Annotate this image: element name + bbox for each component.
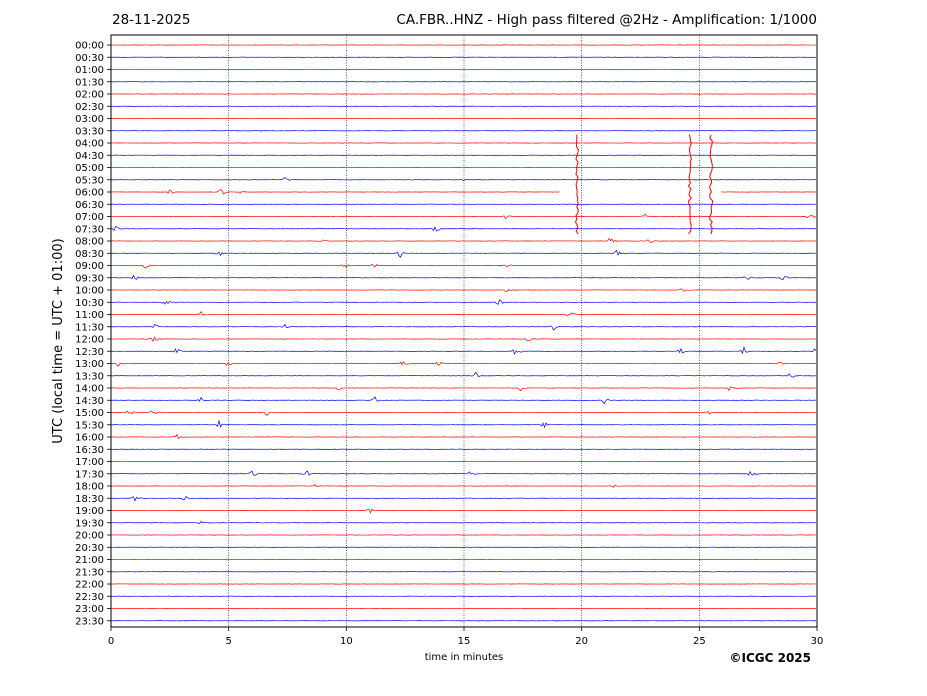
y-tick-label: 19:00 xyxy=(75,506,104,517)
y-tick-label: 04:00 xyxy=(75,139,104,150)
y-tick-label: 09:00 xyxy=(75,261,104,272)
trace-1730 xyxy=(110,470,817,476)
y-tick-label: 05:30 xyxy=(75,175,104,186)
y-tick-label: 06:00 xyxy=(75,188,104,199)
y-tick-label: 23:00 xyxy=(75,604,104,615)
y-tick-label: 20:30 xyxy=(75,543,104,554)
trace-0930 xyxy=(110,274,817,281)
trace-1400 xyxy=(110,386,817,392)
y-tick-label: 16:30 xyxy=(75,445,104,456)
y-tick-label: 07:30 xyxy=(75,224,104,235)
y-tick-label: 14:30 xyxy=(75,396,104,407)
x-tick-label: 10 xyxy=(340,636,353,647)
y-tick-label: 15:30 xyxy=(75,420,104,431)
trace-1030 xyxy=(110,299,817,305)
y-tick-label: 21:00 xyxy=(75,555,104,566)
y-tick-label: 00:30 xyxy=(75,53,104,64)
x-tick-label: 5 xyxy=(225,636,231,647)
y-tick-label: 01:00 xyxy=(75,65,104,76)
y-tick-label: 22:30 xyxy=(75,592,104,603)
y-tick-label: 05:00 xyxy=(75,163,104,174)
y-tick-label: 01:30 xyxy=(75,77,104,88)
copyright-label: ©ICGC 2025 xyxy=(729,651,811,665)
y-tick-label: 11:00 xyxy=(75,310,104,321)
trace-0700 xyxy=(110,213,817,220)
y-tick-label: 13:30 xyxy=(75,371,104,382)
trace-0730 xyxy=(110,226,817,232)
y-tick-label: 11:30 xyxy=(75,322,104,333)
trace-1200 xyxy=(110,336,817,343)
x-tick-label: 20 xyxy=(575,636,588,647)
y-tick-label: 18:00 xyxy=(75,482,104,493)
y-tick-label: 15:00 xyxy=(75,408,104,419)
x-tick-label: 25 xyxy=(693,636,706,647)
spike-trace xyxy=(709,134,714,235)
y-tick-label: 10:30 xyxy=(75,298,104,309)
trace-1800 xyxy=(110,483,817,488)
trace-1230 xyxy=(110,346,817,356)
y-tick-label: 03:00 xyxy=(75,114,104,125)
trace-1430 xyxy=(110,396,817,405)
y-tick-label: 23:30 xyxy=(75,616,104,627)
y-tick-label: 12:30 xyxy=(75,347,104,358)
y-tick-label: 22:00 xyxy=(75,580,104,591)
y-tick-label: 06:30 xyxy=(75,200,104,211)
chart-title: CA.FBR..HNZ - High pass filtered @2Hz - … xyxy=(396,12,817,28)
trace-1930 xyxy=(110,520,817,524)
x-tick-label: 30 xyxy=(811,636,824,647)
y-tick-label: 21:30 xyxy=(75,567,104,578)
y-tick-label: 00:00 xyxy=(75,41,104,52)
trace-0900 xyxy=(110,263,817,269)
x-tick-label: 0 xyxy=(108,636,114,647)
trace-1330 xyxy=(110,371,817,378)
trace-0800 xyxy=(110,237,817,244)
y-tick-label: 17:30 xyxy=(75,469,104,480)
trace-1530 xyxy=(110,419,817,429)
y-tick-label: 02:30 xyxy=(75,102,104,113)
trace-1000 xyxy=(110,288,817,292)
y-tick-label: 03:30 xyxy=(75,126,104,137)
trace-1300 xyxy=(110,361,817,367)
y-tick-label: 14:00 xyxy=(75,384,104,395)
y-tick-label: 02:00 xyxy=(75,90,104,101)
y-tick-label: 16:00 xyxy=(75,433,104,444)
trace-1100 xyxy=(110,310,817,317)
y-tick-label: 08:00 xyxy=(75,237,104,248)
y-tick-label: 18:30 xyxy=(75,494,104,505)
y-tick-label: 19:30 xyxy=(75,518,104,529)
y-tick-label: 17:00 xyxy=(75,457,104,468)
trace-0600 xyxy=(110,189,817,195)
y-tick-label: 12:00 xyxy=(75,335,104,346)
trace-0530 xyxy=(110,177,817,182)
y-tick-label: 10:00 xyxy=(75,286,104,297)
trace-1830 xyxy=(110,496,817,502)
x-axis-label: time in minutes xyxy=(425,652,504,663)
trace-1600 xyxy=(110,433,817,440)
trace-1130 xyxy=(110,323,817,331)
y-tick-label: 20:00 xyxy=(75,531,104,542)
y-tick-label: 08:30 xyxy=(75,249,104,260)
trace-1900 xyxy=(110,508,817,514)
trace-0830 xyxy=(110,249,817,258)
x-tick-label: 15 xyxy=(458,636,471,647)
spike-trace xyxy=(574,134,579,235)
y-tick-label: 04:30 xyxy=(75,151,104,162)
chart-date: 28-11-2025 xyxy=(112,12,191,28)
y-tick-label: 13:00 xyxy=(75,359,104,370)
y-axis-label: UTC (local time = UTC + 01:00) xyxy=(51,238,66,443)
trace-1500 xyxy=(110,410,817,417)
spike-trace xyxy=(687,134,692,235)
y-tick-label: 09:30 xyxy=(75,273,104,284)
y-tick-label: 07:00 xyxy=(75,212,104,223)
